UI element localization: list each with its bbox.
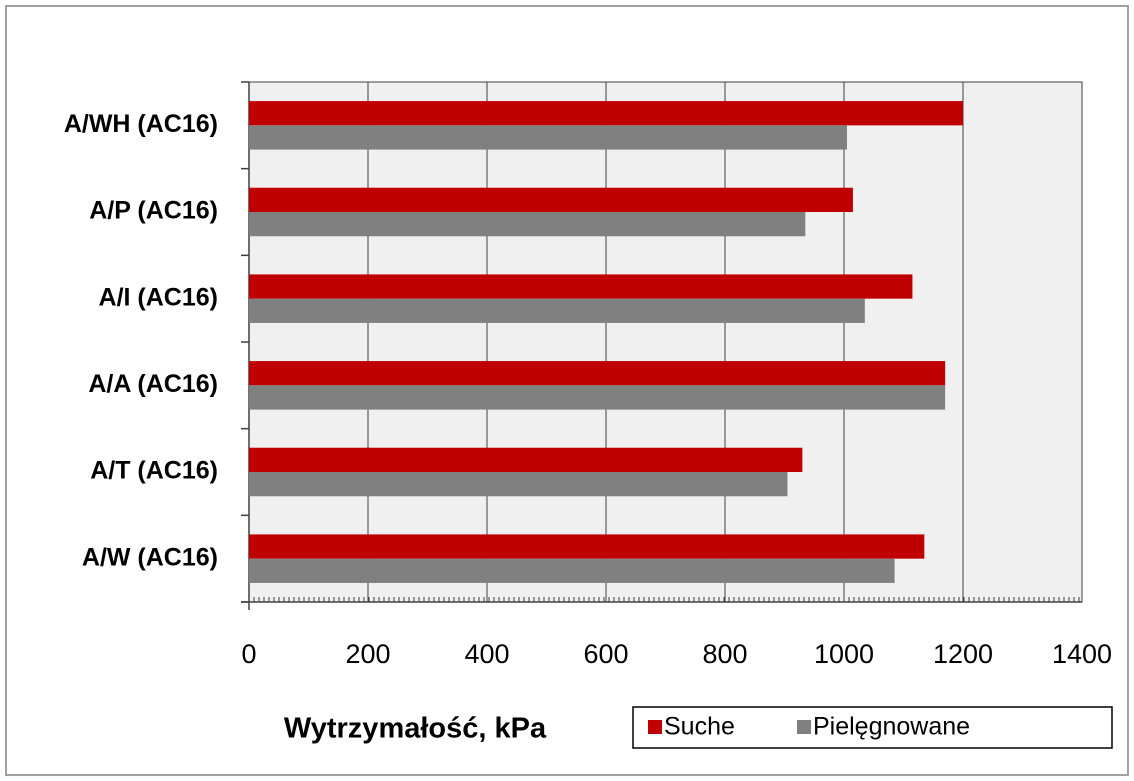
x-tick-label: 1200 — [933, 639, 993, 669]
y-tick-label: A/T (AC16) — [90, 457, 218, 485]
plot-area — [248, 81, 1083, 603]
x-tick-label: 400 — [464, 639, 509, 669]
bar — [249, 125, 847, 150]
bar — [249, 558, 895, 583]
bar — [249, 361, 946, 386]
bar — [249, 274, 913, 299]
legend-label: Suche — [664, 713, 735, 741]
y-tick-label: A/A (AC16) — [88, 370, 218, 398]
bar — [249, 472, 788, 497]
x-tick-label: 1000 — [814, 639, 874, 669]
bar — [249, 187, 853, 212]
bar — [249, 101, 963, 126]
bar — [249, 212, 806, 237]
bar — [249, 298, 865, 323]
legend — [632, 706, 1113, 749]
legend-swatch — [648, 720, 662, 734]
y-tick-label: A/W (AC16) — [82, 543, 218, 571]
y-tick-label: A/I (AC16) — [99, 283, 218, 311]
bar — [249, 385, 946, 410]
x-tick-label: 1400 — [1052, 639, 1112, 669]
bar — [249, 447, 803, 472]
y-tick-label: A/P (AC16) — [89, 197, 218, 225]
x-tick-label: 0 — [241, 639, 256, 669]
y-tick-label: A/WH (AC16) — [64, 110, 218, 138]
legend-label: Pielęgnowane — [813, 713, 970, 741]
x-tick-label: 800 — [702, 639, 747, 669]
bar — [249, 534, 925, 559]
x-tick-label: 200 — [345, 639, 390, 669]
legend-swatch — [797, 720, 811, 734]
x-tick-label: 600 — [583, 639, 628, 669]
x-axis-title: Wytrzymałość, kPa — [284, 713, 547, 745]
